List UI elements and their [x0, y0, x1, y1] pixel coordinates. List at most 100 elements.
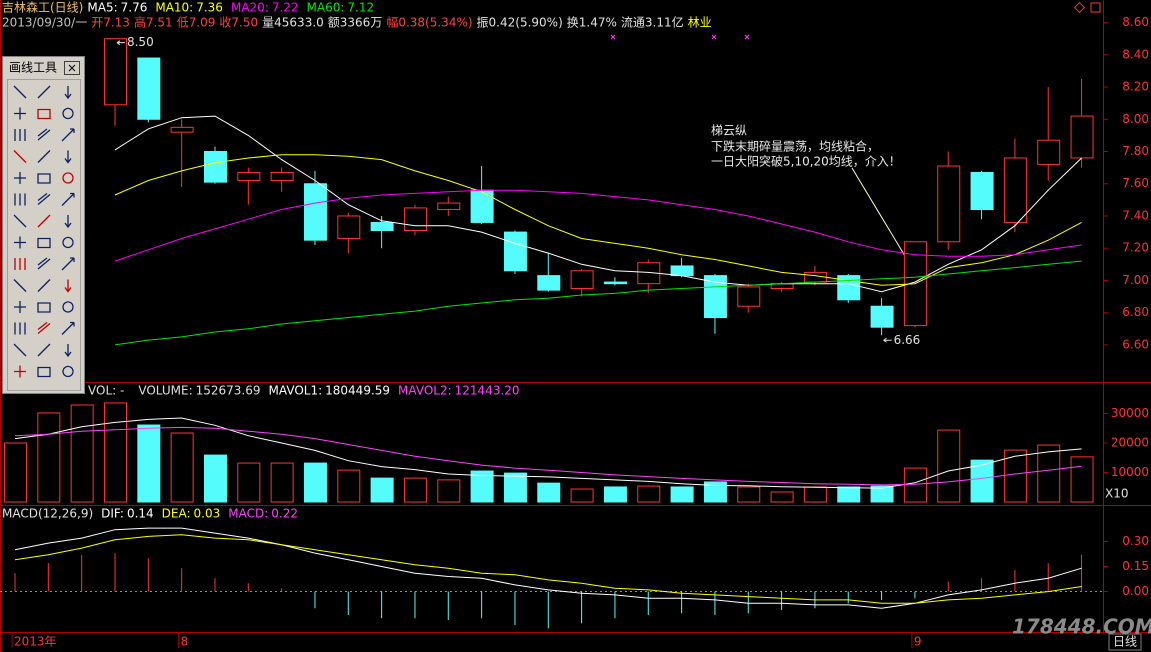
tool-icon[interactable] — [64, 150, 72, 164]
tool-icon[interactable] — [62, 236, 74, 249]
tool-icon[interactable] — [14, 322, 26, 335]
candle-body — [137, 57, 161, 120]
volume-bar — [137, 424, 161, 503]
legend-name: MACD: — [228, 507, 268, 521]
info-marks — [610, 34, 750, 40]
tool-icon[interactable] — [37, 85, 51, 99]
tool-icon[interactable] — [62, 365, 74, 378]
tool-icon[interactable] — [14, 129, 26, 141]
legend-value: 0.03 — [194, 507, 221, 521]
candle-body — [203, 151, 227, 183]
tool-icon[interactable] — [64, 86, 72, 100]
window-icon[interactable] — [1090, 2, 1101, 13]
period[interactable]: 日线 — [1113, 635, 1137, 649]
candle-body — [570, 270, 594, 290]
tool-icon[interactable] — [37, 173, 51, 184]
candle-body — [737, 286, 761, 307]
tool-icon[interactable] — [37, 302, 51, 313]
tool-icon[interactable] — [61, 192, 75, 206]
tool-icon[interactable] — [62, 301, 74, 313]
period-box[interactable] — [1108, 633, 1142, 651]
candle-body — [970, 171, 994, 211]
tool-icon[interactable] — [61, 321, 75, 335]
tool-icon[interactable] — [37, 128, 51, 141]
tool-icon[interactable] — [14, 172, 26, 184]
tool-icon[interactable] — [37, 150, 51, 163]
tool-icon[interactable] — [37, 321, 51, 334]
y-tick-label: 8.40 — [1122, 47, 1149, 61]
candle-body — [470, 189, 494, 223]
legend-name: MAVOL2: — [398, 384, 452, 398]
series-line — [114, 154, 1082, 286]
legend-value: 180449.59 — [325, 384, 390, 398]
tool-icon[interactable] — [37, 279, 51, 292]
tool-icon[interactable] — [14, 107, 26, 120]
candle-body — [337, 215, 361, 240]
y-tick-label: 8.00 — [1122, 112, 1149, 126]
info-mark[interactable] — [610, 34, 616, 40]
tool-icon[interactable] — [13, 85, 27, 99]
quote-item: 流通3.11亿 — [621, 15, 684, 30]
candle-body — [237, 171, 261, 182]
volume-bar — [603, 486, 627, 503]
tool-icon[interactable] — [64, 215, 72, 229]
legend-value: 7.22 — [272, 1, 299, 15]
volume-bar — [503, 472, 527, 503]
volume-bar — [637, 485, 661, 503]
quote-item: 2013/09/30/一 — [2, 16, 87, 30]
tool-icon[interactable] — [13, 343, 27, 357]
tool-icon[interactable] — [61, 128, 75, 142]
tool-icon[interactable] — [61, 257, 75, 271]
tool-icon[interactable] — [37, 257, 51, 270]
volume-bar — [4, 442, 27, 503]
tool-icon[interactable] — [14, 258, 26, 270]
tool-icon[interactable] — [37, 192, 51, 205]
y-tick-label: 20000 — [1111, 436, 1149, 450]
extreme-label: 6.66 — [894, 333, 921, 347]
tool-icon[interactable] — [37, 214, 51, 228]
info-mark[interactable] — [711, 34, 717, 40]
tool-icon[interactable] — [37, 108, 51, 120]
window-icon[interactable] — [1073, 1, 1086, 14]
annotation-line: 梯云纵 — [711, 124, 747, 138]
series-line — [114, 189, 1082, 262]
tool-icon[interactable] — [62, 172, 74, 184]
info-mark[interactable] — [744, 34, 750, 40]
tool-icon[interactable] — [14, 365, 26, 378]
legend-value: 152673.69 — [196, 384, 261, 398]
legend-name: MA60: — [307, 1, 345, 15]
unit-box — [1104, 487, 1128, 501]
candle-body — [1070, 115, 1094, 159]
tool-icon[interactable] — [14, 236, 26, 249]
candle-body — [703, 275, 727, 319]
volume-bar — [470, 470, 494, 503]
tool-icon[interactable] — [13, 150, 27, 163]
tool-icon[interactable] — [37, 343, 51, 357]
legend-name: DEA: — [162, 507, 191, 521]
tool-icon[interactable] — [64, 279, 72, 293]
tool-icon[interactable] — [62, 107, 74, 120]
extreme-arrow — [883, 337, 892, 343]
tool-icon[interactable] — [64, 344, 72, 358]
annotation: 梯云纵 下跌末期碎量震荡，均线粘合， 一日大阳突破5,10,20均线，介入！ — [711, 124, 913, 271]
legend-name: MA10: — [155, 1, 193, 15]
extreme-label: 8.50 — [127, 35, 154, 49]
volume-bar — [570, 488, 594, 503]
legend-value: 7.12 — [347, 1, 374, 15]
tool-icon[interactable] — [14, 193, 26, 206]
tool-icon[interactable] — [37, 366, 51, 378]
y-tick-label: 0.15 — [1122, 559, 1149, 573]
toolbox-icons-area — [7, 79, 81, 391]
series-line — [14, 534, 1082, 604]
volume-bar — [303, 462, 327, 503]
quote-item: 振0.42(5.90%) — [477, 16, 563, 30]
candle-body — [537, 275, 561, 291]
y-tick-label: 0.30 — [1122, 534, 1149, 548]
tool-icon[interactable] — [37, 237, 51, 249]
tool-icon[interactable] — [13, 214, 27, 228]
tool-icon[interactable] — [13, 279, 27, 292]
series-line — [14, 426, 1082, 486]
candle-body — [937, 165, 961, 243]
quote-item: 低7.09 — [177, 16, 216, 30]
tool-icon[interactable] — [14, 301, 26, 313]
